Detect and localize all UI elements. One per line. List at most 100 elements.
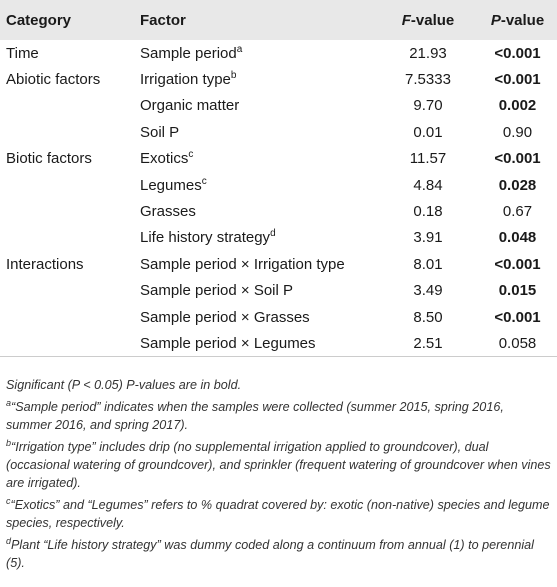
footnote-marker: a (236, 43, 243, 55)
cell-category: Interactions (6, 255, 84, 273)
cell-f-value: 11.57 (409, 150, 447, 168)
cell-category (0, 225, 140, 251)
cell-factor: Soil P (140, 119, 378, 145)
table-row: Grasses 0.18 0.67 (0, 198, 557, 224)
cell-factor: Sample perioda (140, 40, 378, 66)
cell-category (0, 119, 140, 145)
table-row: Biotic factors Exoticsc 11.57 <0.001 (0, 146, 557, 172)
footnote-d-mark: d (6, 536, 12, 546)
cell-category (0, 93, 140, 119)
cell-p-value: 0.015 (498, 282, 537, 300)
table-row: Abiotic factors Irrigation typeb 7.5333 <0.… (0, 66, 557, 92)
header-p-rest: -value (500, 11, 545, 29)
header-f-rest: -value (410, 11, 455, 29)
footnote-c-mark: c (6, 496, 11, 506)
cell-p-value: 0.058 (478, 330, 557, 358)
footnote-d-text: Plant “Life history strategy” was dummy … (6, 538, 534, 570)
cell-category: Biotic factors (6, 150, 92, 168)
cell-f-value: 2.51 (378, 330, 478, 358)
cell-category (0, 304, 140, 330)
header-p-italic: P (490, 11, 501, 29)
cell-f-value: 0.01 (413, 123, 443, 141)
cell-f-value: 0.18 (413, 203, 443, 221)
footnote-marker: c (201, 175, 207, 187)
cell-f-value: 8.50 (413, 308, 443, 326)
factor-label: Sample period × Legumes (140, 334, 316, 352)
factor-label: Legumes (140, 176, 202, 194)
cell-f-value: 21.93 (409, 44, 447, 62)
cell-p-value: 0.002 (498, 97, 537, 115)
cell-factor: Sample period × Soil P (140, 278, 378, 304)
footnote-a: a“Sample period” indicates when the samp… (6, 398, 551, 434)
factor-label: Organic matter (140, 97, 240, 115)
table-header: Category Factor F-value P-value (0, 0, 557, 40)
table-row: Organic matter 9.70 0.002 (0, 93, 557, 119)
cell-p-value: 0.048 (498, 229, 537, 247)
cell-factor: Sample period × Legumes (140, 330, 378, 358)
cell-f-value: 7.5333 (405, 71, 451, 89)
cell-f-value: 4.84 (413, 176, 443, 194)
footnote-marker: d (270, 228, 276, 240)
cell-factor: Life history strategyd (140, 225, 378, 251)
cell-p-value: 0.90 (502, 123, 533, 141)
cell-category (0, 330, 140, 358)
cell-factor: Sample period × Grasses (140, 304, 378, 330)
factor-label: Irrigation type (140, 71, 231, 89)
cell-factor: Legumesc (140, 172, 378, 198)
table-row: Sample period × Soil P 3.49 0.015 (0, 278, 557, 304)
table-row: Time Sample perioda 21.93 <0.001 (0, 40, 557, 66)
footnote-marker: c (188, 149, 194, 161)
footnote-b-text: “Irrigation type” includes drip (no supp… (6, 440, 551, 490)
factor-label: Grasses (140, 203, 196, 221)
cell-factor: Exoticsc (140, 146, 378, 172)
table-footnotes: Significant (P < 0.05) P-values are in b… (6, 376, 551, 576)
footnote-c-text: “Exotics” and “Legumes” refers to % quad… (6, 498, 550, 530)
factor-label: Sample period × Irrigation type (140, 255, 345, 273)
cell-f-value: 3.91 (413, 229, 443, 247)
factor-label: Sample period × Soil P (140, 282, 294, 300)
footnote-c: c“Exotics” and “Legumes” refers to % qua… (6, 496, 551, 532)
cell-category (0, 198, 140, 224)
factor-label: Soil P (140, 123, 180, 141)
cell-category: Time (6, 44, 39, 62)
cell-factor: Irrigation typeb (140, 66, 378, 92)
table-row: Soil P 0.01 0.90 (0, 119, 557, 145)
footnote-a-mark: a (6, 398, 12, 408)
cell-p-value: <0.001 (494, 71, 541, 89)
anova-table: Category Factor F-value P-value Time Samp… (0, 0, 557, 358)
table-row: Sample period × Grasses 8.50 <0.001 (0, 304, 557, 330)
table-row: Legumesc 4.84 0.028 (0, 172, 557, 198)
cell-factor: Organic matter (140, 93, 378, 119)
header-factor: Factor (140, 11, 186, 29)
factor-label: Sample period (140, 44, 237, 62)
cell-p-value: 0.028 (498, 176, 537, 194)
cell-category (0, 278, 140, 304)
header-p-value: P-value (478, 0, 557, 40)
footnote-a-text: “Sample period” indicates when the sampl… (6, 400, 504, 432)
table-row: Interactions Sample period × Irrigation t… (0, 251, 557, 277)
table-row: Sample period × Legumes 2.51 0.058 (0, 330, 557, 358)
factor-label: Sample period × Grasses (140, 308, 310, 326)
factor-label: Exotics (140, 150, 189, 168)
cell-p-value: 0.67 (502, 203, 533, 221)
footnote-significance: Significant (P < 0.05) P-values are in b… (6, 378, 242, 392)
header-row: Category Factor F-value P-value (0, 0, 557, 40)
cell-f-value: 9.70 (413, 97, 443, 115)
cell-category (0, 172, 140, 198)
table-row: Life history strategyd 3.91 0.048 (0, 225, 557, 251)
footnote-b: b“Irrigation type” includes drip (no sup… (6, 438, 551, 492)
footnote-d: dPlant “Life history strategy” was dummy… (6, 536, 551, 572)
cell-p-value: <0.001 (494, 44, 541, 62)
cell-f-value: 3.49 (413, 282, 443, 300)
table-body: Time Sample perioda 21.93 <0.001 Abiotic fac… (0, 40, 557, 358)
factor-label: Life history strategy (140, 229, 271, 247)
cell-p-value: <0.001 (494, 308, 541, 326)
cell-p-value: <0.001 (494, 255, 541, 273)
header-f-value: F-value (378, 0, 478, 40)
footnote-b-mark: b (6, 438, 12, 448)
header-category: Category (6, 11, 72, 29)
cell-p-value: <0.001 (494, 150, 541, 168)
cell-f-value: 8.01 (413, 255, 443, 273)
cell-category: Abiotic factors (6, 71, 101, 89)
